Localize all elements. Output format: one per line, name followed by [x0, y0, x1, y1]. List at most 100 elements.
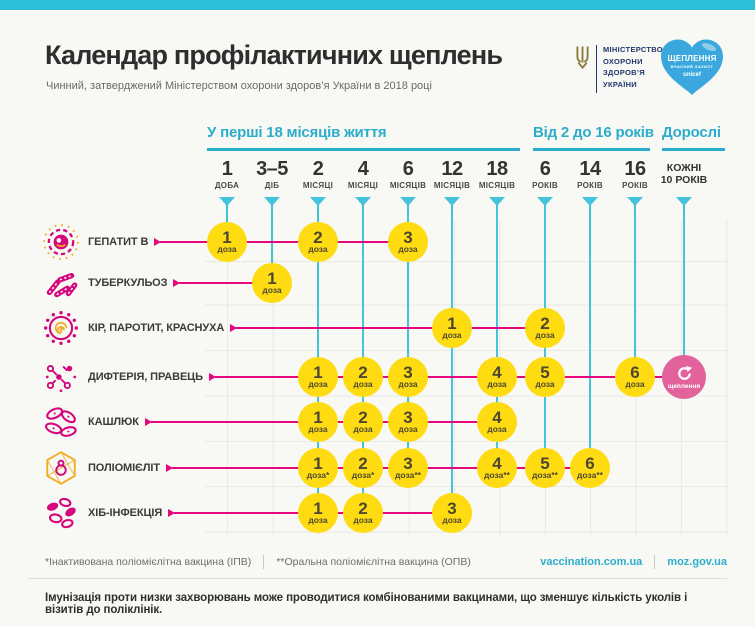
- dose-circle: 5 доза: [525, 357, 565, 397]
- logo-divider: [596, 45, 597, 93]
- refresh-icon: [676, 365, 693, 382]
- age-group-underline: [662, 148, 725, 151]
- column-header-age: 6 МІСЯЦІВ: [380, 159, 436, 190]
- row-start-arrow-icon: [154, 238, 161, 246]
- column-age-unit: 10 РОКІВ: [660, 174, 708, 186]
- tuberculosis-icon: [42, 264, 80, 302]
- dose-label: доза: [487, 379, 507, 389]
- ministry-logo-text: МІНІСТЕРСТВО ОХОРОНИ ЗДОРОВ’Я УКРАЇНИ: [603, 44, 663, 90]
- dose-circle: 1 доза: [298, 493, 338, 533]
- dose-label: доза: [625, 379, 645, 389]
- dose-circle: 2 доза: [343, 493, 383, 533]
- dose-label: доза: [217, 244, 237, 254]
- column-age-value: 18: [486, 158, 508, 180]
- dose-number: 3: [403, 363, 413, 382]
- dose-circle: 5 доза**: [525, 448, 565, 488]
- dose-label: доза: [353, 379, 373, 389]
- dose-label: доза: [353, 424, 373, 434]
- dose-label: доза: [398, 244, 418, 254]
- moz-site-link[interactable]: moz.gov.ua: [667, 556, 727, 568]
- dose-number: 4: [492, 408, 502, 427]
- booster-label: щеплення: [667, 382, 701, 390]
- row-start-arrow-icon: [166, 464, 173, 472]
- column-timeline-line: [451, 204, 453, 513]
- dose-label: доза*: [351, 470, 375, 480]
- column-header-age: 1 ДОБА: [199, 159, 255, 190]
- dose-circle: 2 доза: [343, 357, 383, 397]
- footer-divider: [28, 578, 727, 579]
- dose-circle: 1 доза: [298, 357, 338, 397]
- column-marker-icon: [489, 197, 505, 206]
- unicef-heart-logo: ЩЕПЛЕННЯ ВЧАСНИЙ ЗАХИСТ unicef: [654, 34, 730, 100]
- booster-badge: щеплення: [662, 355, 706, 399]
- dose-label: доза: [398, 379, 418, 389]
- column-age-unit: ДІБ: [264, 181, 280, 190]
- column-marker-icon: [627, 197, 643, 206]
- column-header-age: 12 МІСЯЦІВ: [424, 159, 480, 190]
- ministry-line: ОХОРОНИ: [603, 56, 643, 66]
- dose-circle: 1 доза*: [298, 448, 338, 488]
- dose-number: 4: [492, 454, 502, 473]
- column-age-unit: МІСЯЦІ: [302, 181, 334, 190]
- column-header-age: КОЖНІ 10 РОКІВ: [656, 162, 712, 186]
- dose-label: доза: [442, 515, 462, 525]
- column-marker-icon: [444, 197, 460, 206]
- dose-circle: 3 доза**: [388, 448, 428, 488]
- dose-label: доза: [262, 285, 282, 295]
- column-timeline-line: [407, 204, 409, 468]
- column-header-age: 4 МІСЯЦІ: [335, 159, 391, 190]
- dose-circle: 4 доза**: [477, 448, 517, 488]
- footer-links: vaccination.com.ua moz.gov.ua: [540, 555, 727, 569]
- column-marker-icon: [310, 197, 326, 206]
- dose-number: 4: [492, 363, 502, 382]
- dose-number: 2: [313, 228, 323, 247]
- page-title: Календар профілактичних щеплень: [45, 40, 503, 70]
- dose-label: доза: [535, 330, 555, 340]
- dose-label: доза**: [532, 470, 558, 480]
- polio-icon: [42, 449, 80, 487]
- age-group-label: Від 2 до 16 років: [533, 124, 654, 141]
- dose-circle: 1 доза: [252, 263, 292, 303]
- row-start-arrow-icon: [168, 509, 175, 517]
- column-age-value: 12: [441, 158, 463, 180]
- age-group-label: У перші 18 місяців життя: [207, 124, 387, 141]
- dose-label: доза**: [395, 470, 421, 480]
- dose-label: доза: [308, 244, 328, 254]
- dose-number: 2: [358, 454, 368, 473]
- dose-circle: 4 доза: [477, 357, 517, 397]
- hepatitis-b-icon: [42, 223, 80, 261]
- dose-circle: 3 доза: [388, 222, 428, 262]
- column-header-age: 3–5 ДІБ: [244, 159, 300, 190]
- column-age-unit: РОКІВ: [532, 181, 558, 190]
- footnote-ipv: *Інактивована поліомієлітна вакцина (ІПВ…: [45, 556, 252, 568]
- disease-label: ГЕПАТИТ В: [88, 236, 149, 248]
- dose-number: 6: [630, 363, 640, 382]
- ministry-line: МІНІСТЕРСТВО: [603, 45, 663, 54]
- ministry-line: УКРАЇНИ: [603, 79, 637, 89]
- disease-label: ПОЛІОМІЄЛІТ: [88, 462, 160, 474]
- dose-circle: 3 доза: [388, 357, 428, 397]
- column-age-value: 6: [539, 158, 551, 180]
- trident-icon: [574, 44, 591, 76]
- column-marker-icon: [582, 197, 598, 206]
- column-marker-icon: [355, 197, 371, 206]
- dose-circle: 6 доза**: [570, 448, 610, 488]
- dose-label: доза: [308, 424, 328, 434]
- column-age-value: 3–5: [256, 158, 288, 180]
- dose-timeline-line: [236, 327, 545, 329]
- links-separator: [654, 555, 656, 569]
- dose-label: доза: [487, 424, 507, 434]
- dose-timeline-line: [215, 376, 684, 378]
- column-age-value: 2: [312, 158, 324, 180]
- dose-number: 1: [313, 363, 323, 382]
- dose-circle: 3 доза: [432, 493, 472, 533]
- column-timeline-line: [271, 204, 273, 283]
- dose-circle: 2 доза: [298, 222, 338, 262]
- heart-logo-tagline: ВЧАСНИЙ ЗАХИСТ: [670, 64, 714, 69]
- dose-number: 2: [540, 314, 550, 333]
- column-marker-icon: [400, 197, 416, 206]
- vaccination-site-link[interactable]: vaccination.com.ua: [540, 556, 643, 568]
- column-marker-icon: [676, 197, 692, 206]
- column-marker-icon: [219, 197, 235, 206]
- column-marker-icon: [264, 197, 280, 206]
